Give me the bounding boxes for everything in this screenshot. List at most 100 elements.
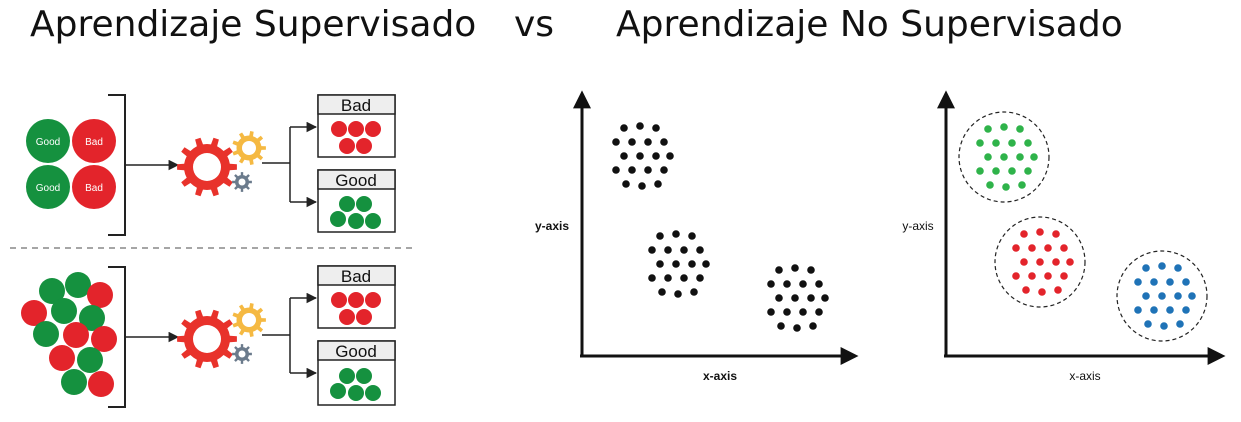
cluster-point (1174, 264, 1182, 272)
cluster-black-2 (648, 230, 710, 298)
input-ball-good (26, 165, 70, 209)
mixed-ball-green (51, 298, 77, 324)
mixed-ball-red (91, 326, 117, 352)
output-ball-green (365, 213, 381, 229)
input-bracket (108, 94, 126, 236)
unsupervised-plot-clustered: y-axis x-axis (902, 90, 1226, 383)
mixed-ball-red (87, 282, 113, 308)
cluster-point (1000, 153, 1008, 161)
cluster-point (648, 274, 656, 282)
cluster-point (1028, 272, 1036, 280)
cluster-point (648, 246, 656, 254)
cluster-point (1182, 306, 1190, 314)
supervised-top-panel: Good Bad Good Bad Bad Good (26, 94, 396, 236)
cluster-point (799, 308, 807, 316)
cluster-point (1038, 288, 1046, 296)
gear-hole (193, 325, 221, 353)
cluster-boundary (1116, 250, 1208, 342)
cluster-point (620, 152, 628, 160)
cluster-point (1000, 123, 1008, 131)
cluster-point (791, 294, 799, 302)
mixed-balls (21, 272, 117, 397)
y-axis-label: y-axis (902, 219, 933, 233)
output-ball-red (339, 138, 355, 154)
cluster-red (1012, 228, 1074, 296)
cluster-green (976, 123, 1038, 191)
cluster-point (1002, 183, 1010, 191)
cluster-point (1060, 272, 1068, 280)
cluster-point (1150, 278, 1158, 286)
cluster-point (986, 181, 994, 189)
input-label: Bad (85, 137, 103, 148)
cluster-point (660, 138, 668, 146)
cluster-point (1158, 292, 1166, 300)
output-ball-green (339, 196, 355, 212)
cluster-point (777, 322, 785, 330)
cluster-point (1044, 244, 1052, 252)
cluster-point (1018, 181, 1026, 189)
mixed-ball-red (49, 345, 75, 371)
output-ball-red (339, 309, 355, 325)
output-box-label: Bad (341, 267, 371, 286)
output-ball-red (356, 309, 372, 325)
output-ball-green (356, 196, 372, 212)
cluster-black-1 (612, 122, 674, 190)
cluster-boundary (994, 216, 1086, 308)
output-ball-green (348, 213, 364, 229)
cluster-point (984, 153, 992, 161)
cluster-point (688, 232, 696, 240)
gear-hole (193, 153, 221, 181)
cluster-point (688, 260, 696, 268)
unsupervised-plot-raw: y-axis x-axis (535, 90, 859, 383)
supervised-bottom-panel: Bad Good (21, 265, 396, 408)
cluster-point (656, 260, 664, 268)
cluster-point (815, 280, 823, 288)
cluster-point (1142, 264, 1150, 272)
cluster-point (666, 152, 674, 160)
mixed-ball-red (63, 322, 89, 348)
cluster-point (1174, 292, 1182, 300)
cluster-point (1020, 230, 1028, 238)
output-ball-red (348, 121, 364, 137)
cluster-point (1028, 244, 1036, 252)
cluster-point (767, 280, 775, 288)
cluster-point (1066, 258, 1074, 266)
output-ball-green (330, 383, 346, 399)
cluster-point (1060, 244, 1068, 252)
cluster-point (1144, 320, 1152, 328)
cluster-point (1016, 153, 1024, 161)
input-label: Good (36, 183, 60, 194)
cluster-point (674, 290, 682, 298)
cluster-point (702, 260, 710, 268)
cluster-point (664, 274, 672, 282)
output-ball-green (356, 368, 372, 384)
cluster-point (1044, 272, 1052, 280)
mixed-ball-green (61, 369, 87, 395)
cluster-point (1166, 306, 1174, 314)
cluster-point (775, 266, 783, 274)
mixed-ball-green (77, 347, 103, 373)
cluster-point (652, 124, 660, 132)
mixed-ball-green (65, 272, 91, 298)
cluster-point (1036, 258, 1044, 266)
cluster-point (1052, 230, 1060, 238)
cluster-black-3 (767, 264, 829, 332)
cluster-point (664, 246, 672, 254)
cluster-point (1012, 272, 1020, 280)
output-ball-red (365, 292, 381, 308)
cluster-point (672, 230, 680, 238)
x-axis-label: x-axis (1069, 369, 1100, 383)
cluster-point (1016, 125, 1024, 133)
cluster-point (1160, 322, 1168, 330)
title-supervised: Aprendizaje Supervisado (30, 4, 477, 45)
output-ball-red (365, 121, 381, 137)
cluster-point (976, 167, 984, 175)
output-box-good: Good (317, 169, 396, 233)
cluster-point (783, 280, 791, 288)
output-box-good: Good (317, 340, 396, 406)
cluster-point (1036, 228, 1044, 236)
cluster-point (1024, 167, 1032, 175)
cluster-point (658, 288, 666, 296)
output-ball-red (331, 292, 347, 308)
